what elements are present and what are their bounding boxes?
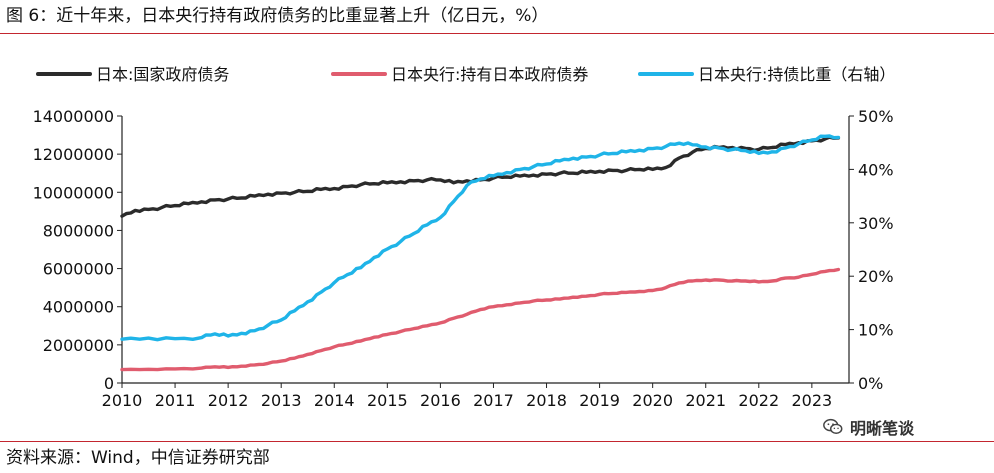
left-tick-label: 12000000 (33, 145, 114, 164)
x-tick-label: 2019 (579, 391, 620, 410)
right-tick-label: 40% (858, 160, 894, 179)
right-tick-label: 30% (858, 214, 894, 233)
left-tick-label: 2000000 (43, 336, 114, 355)
x-tick-label: 2020 (632, 391, 673, 410)
right-tick-label: 20% (858, 267, 894, 286)
legend-label-1: 日本央行:持有日本政府债券 (391, 65, 588, 84)
left-tick-label: 10000000 (33, 183, 114, 202)
x-tick-label: 2018 (526, 391, 567, 410)
axes: 0 2000000 4000000 6000000 8000000 10000000 120… (33, 107, 894, 410)
series-line-2 (120, 134, 841, 342)
x-tick-label: 2017 (473, 391, 514, 410)
wechat-icon (823, 418, 843, 434)
chart-title: 图 6：近十年来，日本央行持有政府债务的比重显著上升（亿日元，%） (6, 6, 549, 26)
left-tick-label: 0 (104, 374, 114, 393)
source-note: 资料来源：Wind，中信证券研究部 (6, 448, 270, 468)
right-tick-label: 50% (858, 107, 894, 126)
watermark: 明晰笔谈 (822, 414, 914, 440)
x-tick-label: 2014 (314, 391, 355, 410)
x-tick-label: 2012 (208, 391, 249, 410)
left-tick-label: 14000000 (33, 107, 114, 126)
line-chart: 日本:国家政府债务 日本央行:持有日本政府债券 日本央行:持债比重（右轴） 0 200… (33, 65, 896, 410)
legend-label-2: 日本央行:持债比重（右轴） (698, 65, 895, 84)
left-tick-label: 6000000 (43, 260, 114, 279)
series-layer (120, 134, 841, 372)
x-tick-label: 2015 (367, 391, 408, 410)
top-rule (0, 33, 994, 34)
bottom-rule (0, 441, 994, 442)
series-line-1 (120, 267, 841, 372)
x-tick-label: 2023 (791, 391, 832, 410)
legend-label-0: 日本:国家政府债务 (96, 65, 229, 84)
left-tick-label: 4000000 (43, 298, 114, 317)
x-tick-label: 2022 (738, 391, 779, 410)
right-tick-label: 0% (858, 374, 883, 393)
x-tick-label: 2010 (102, 391, 143, 410)
right-tick-label: 10% (858, 321, 894, 340)
watermark-text: 明晰笔谈 (850, 419, 915, 438)
left-tick-label: 8000000 (43, 221, 114, 240)
x-tick-label: 2016 (420, 391, 461, 410)
x-tick-label: 2011 (155, 391, 196, 410)
legend: 日本:国家政府债务 日本央行:持有日本政府债券 日本央行:持债比重（右轴） (36, 65, 895, 84)
x-tick-label: 2021 (685, 391, 726, 410)
x-tick-label: 2013 (261, 391, 302, 410)
